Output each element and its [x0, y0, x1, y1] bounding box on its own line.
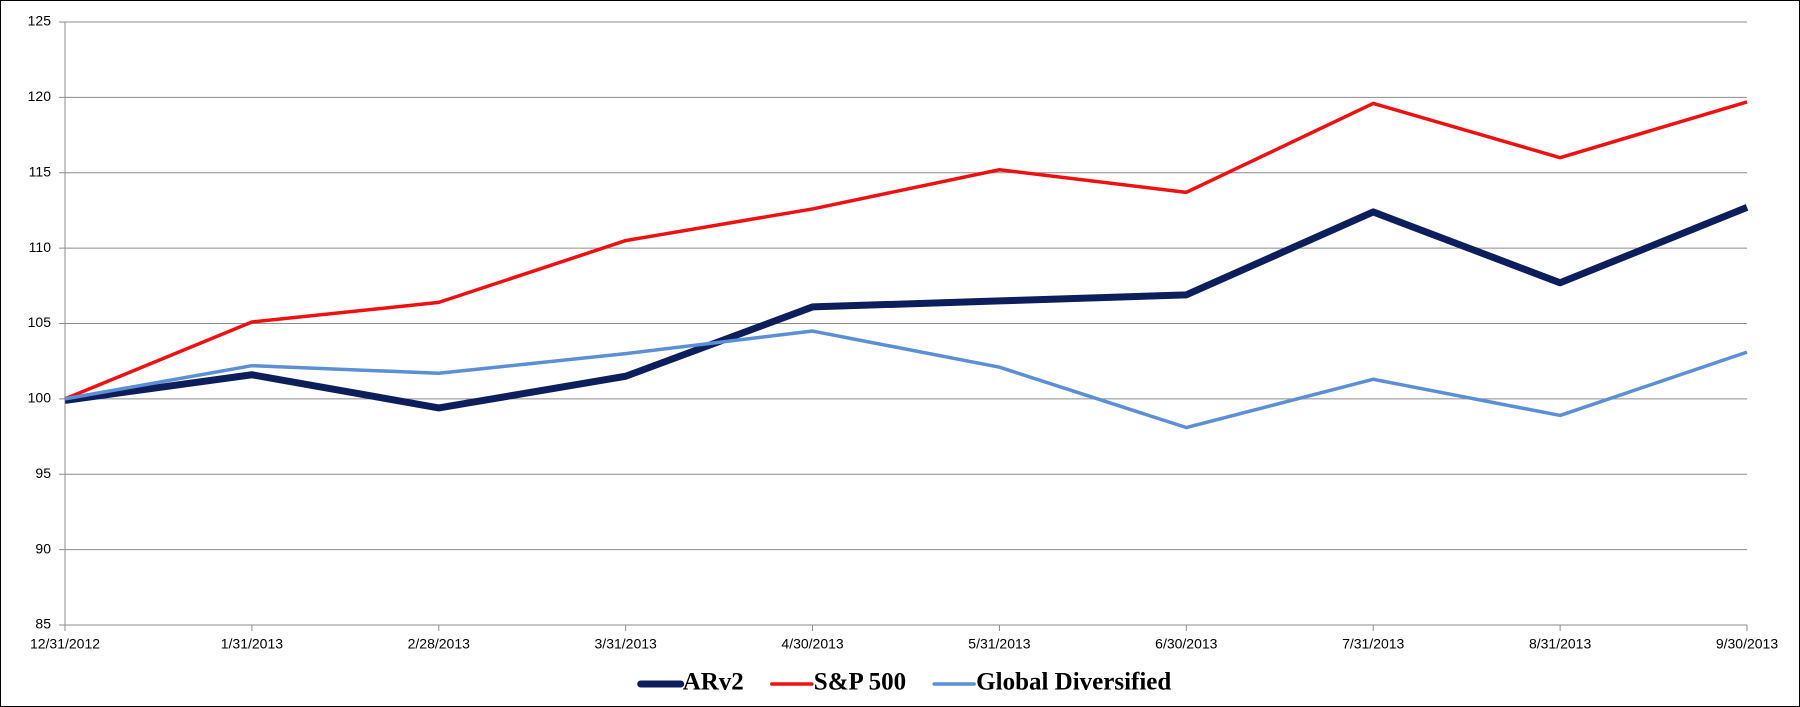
series-line	[64, 329, 1748, 430]
legend-label: Global Diversified	[976, 669, 1171, 696]
y-tick-label: 125	[28, 13, 52, 29]
x-tick-label: 1/31/2013	[221, 636, 283, 652]
x-tick-label: 6/30/2013	[1155, 636, 1217, 652]
x-tick-label: 9/30/2013	[1716, 636, 1778, 652]
y-tick-label: 90	[35, 540, 51, 556]
y-tick-label: 85	[35, 616, 51, 632]
x-tick-label: 12/31/2012	[30, 636, 100, 652]
y-tick-label: 95	[35, 465, 51, 481]
x-tick-label: 5/31/2013	[968, 636, 1030, 652]
x-tick-label: 7/31/2013	[1342, 636, 1404, 652]
x-tick-label: 3/31/2013	[595, 636, 657, 652]
y-tick-label: 120	[28, 88, 52, 104]
x-tick-label: 2/28/2013	[408, 636, 470, 652]
x-tick-label: 8/31/2013	[1529, 636, 1591, 652]
y-tick-label: 110	[29, 239, 52, 255]
series-line	[64, 100, 1748, 401]
legend-label: S&P 500	[814, 669, 906, 696]
legend-label: ARv2	[683, 669, 744, 696]
y-tick-label: 105	[28, 314, 52, 330]
series-line	[64, 204, 1749, 412]
y-tick-label: 115	[29, 163, 52, 179]
y-tick-label: 100	[28, 390, 52, 406]
x-tick-label: 4/30/2013	[781, 636, 843, 652]
